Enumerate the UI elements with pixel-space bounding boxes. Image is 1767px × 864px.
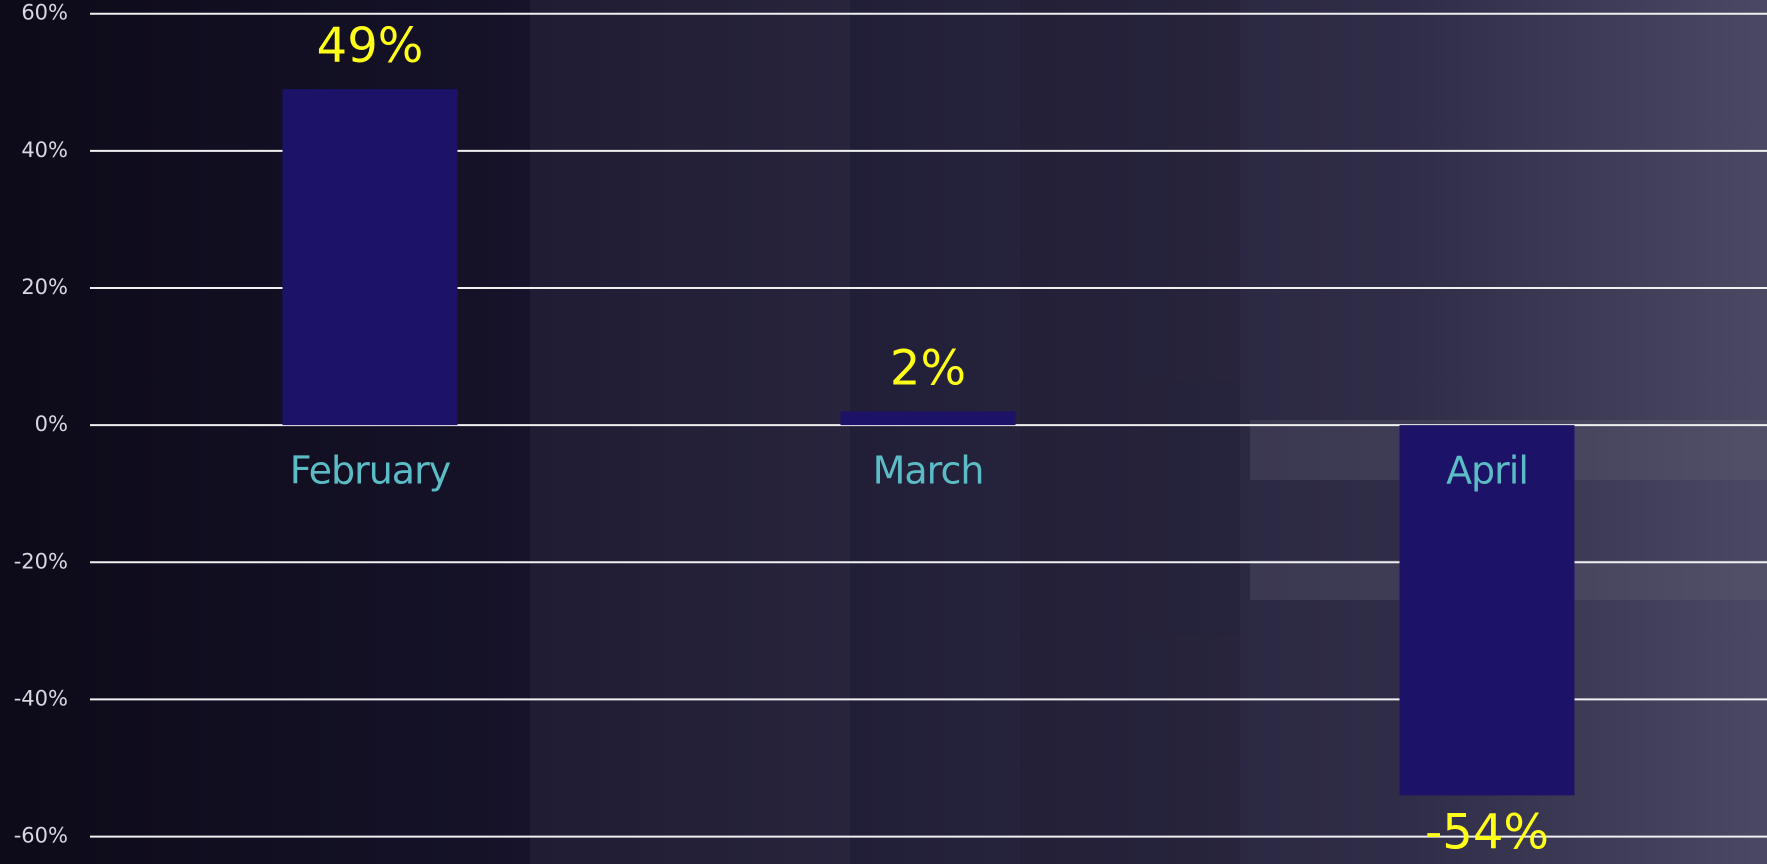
chart: -60% -40% -20% 0% 20% 40% 60% February 49% March 2… [0,0,1767,864]
x-tick-label: April [1446,449,1528,493]
value-label: 49% [317,18,424,74]
bar [841,411,1016,425]
y-tick-label: 40% [21,138,68,162]
y-tick-label: 20% [21,275,68,299]
y-tick-label: 0% [35,412,68,436]
x-tick-label: March [873,449,984,493]
y-tick-label: 60% [21,1,68,25]
y-tick-label: -40% [14,686,68,710]
value-label: -54% [1425,804,1549,860]
x-tick-label: February [290,449,451,493]
value-label: 2% [890,340,966,396]
bar [283,89,458,425]
y-tick-label: -60% [14,824,68,848]
y-tick-label: -20% [14,549,68,573]
